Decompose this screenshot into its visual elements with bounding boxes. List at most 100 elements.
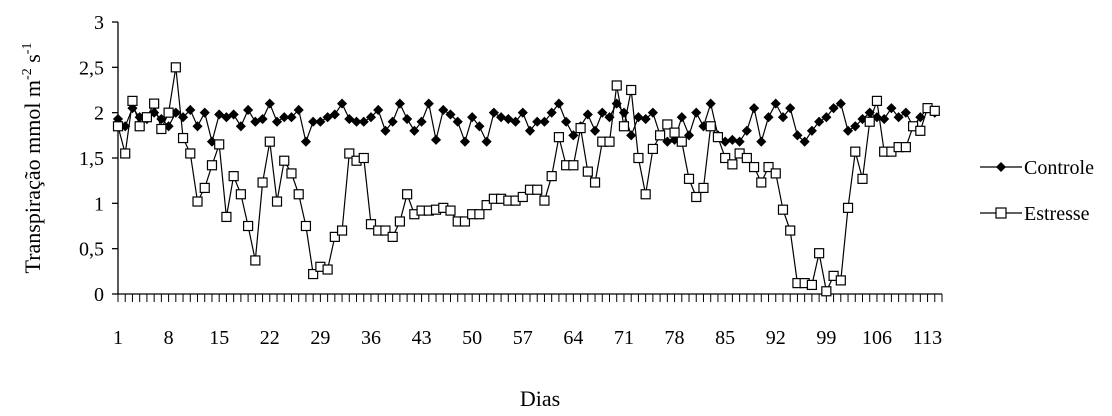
x-tick-label: 113	[913, 327, 942, 349]
data-point-controle	[481, 136, 492, 147]
data-point-controle	[633, 112, 644, 123]
data-point-estresse	[604, 136, 615, 147]
data-point-estresse	[806, 279, 817, 291]
data-point-estresse	[655, 130, 666, 141]
data-point-controle	[467, 112, 478, 123]
data-point-controle	[741, 125, 752, 136]
data-point-controle	[409, 125, 420, 136]
data-point-controle	[524, 125, 536, 136]
data-point-estresse	[575, 122, 586, 134]
data-point-estresse	[618, 121, 630, 132]
data-point-estresse	[871, 95, 883, 106]
data-point-estresse	[474, 209, 485, 220]
series-line-estresse	[117, 67, 936, 294]
data-point-controle	[293, 104, 304, 116]
data-point-controle	[503, 113, 514, 125]
data-point-estresse	[929, 105, 940, 116]
data-point-controle	[315, 116, 326, 127]
plot-area: 0 0,5 1 1,5 2 2,5 3 1 8 15 22 29 36 43 50 57 64 71 78 85 92 9…	[79, 12, 943, 349]
data-point-estresse	[141, 112, 153, 123]
x-tick-label: 29	[310, 327, 330, 349]
data-point-estresse	[177, 132, 189, 144]
data-point-estresse	[915, 125, 926, 136]
data-point-controle	[850, 121, 861, 132]
x-tick-label: 8	[164, 327, 174, 349]
data-point-controle	[243, 104, 254, 116]
x-tick-label: 71	[614, 327, 634, 349]
data-point-controle	[799, 136, 810, 147]
data-point-controle	[785, 103, 796, 114]
data-point-controle	[351, 116, 362, 127]
data-point-estresse	[669, 127, 680, 138]
data-point-estresse	[293, 189, 304, 200]
data-point-controle	[770, 98, 781, 109]
data-point-controle	[792, 130, 803, 141]
data-point-estresse	[300, 220, 312, 232]
data-point-estresse	[785, 225, 796, 236]
data-point-controle	[329, 109, 340, 120]
data-point-controle	[199, 107, 210, 118]
y-tick-label: 0,5	[79, 239, 104, 261]
x-tick-label: 15	[209, 327, 229, 349]
data-point-estresse	[387, 231, 398, 242]
data-point-estresse	[459, 216, 471, 227]
data-point-controle	[900, 107, 911, 118]
data-point-estresse	[163, 107, 174, 118]
data-point-controle	[806, 125, 817, 136]
data-point-estresse	[308, 268, 319, 280]
data-point-estresse	[532, 184, 543, 195]
data-point-estresse	[517, 191, 528, 203]
data-point-estresse	[727, 159, 738, 170]
data-point-estresse	[770, 168, 781, 179]
data-point-controle	[705, 98, 716, 109]
data-point-estresse	[279, 155, 290, 166]
y-tick-label: 1	[94, 193, 104, 215]
x-tick-label: 36	[361, 327, 381, 349]
data-point-controle	[257, 113, 268, 125]
data-point-controle	[358, 116, 369, 127]
data-point-controle	[430, 134, 442, 145]
data-point-controle	[763, 112, 774, 123]
data-point-estresse	[864, 116, 875, 127]
data-point-controle	[221, 112, 232, 123]
data-point-controle	[879, 113, 890, 125]
data-point-estresse	[402, 189, 413, 200]
x-axis-title: Dias	[520, 386, 560, 411]
data-point-estresse	[553, 132, 565, 143]
data-point-controle	[886, 103, 897, 114]
data-point-estresse	[539, 195, 550, 206]
data-point-controle	[387, 116, 398, 127]
data-point-controle	[192, 121, 203, 132]
data-point-estresse	[626, 84, 637, 96]
data-point-controle	[416, 116, 427, 127]
data-point-estresse	[156, 123, 167, 135]
data-point-controle	[734, 136, 745, 147]
data-point-estresse	[271, 196, 283, 207]
data-point-estresse	[821, 286, 832, 297]
data-point-controle	[228, 109, 239, 120]
data-point-estresse	[683, 173, 695, 184]
data-point-controle	[286, 112, 297, 123]
x-tick-label: 78	[665, 327, 685, 349]
y-tick-label: 1,5	[79, 148, 104, 170]
x-tick-label: 85	[715, 327, 735, 349]
data-point-estresse	[691, 191, 702, 203]
x-tick-label: 106	[862, 327, 892, 349]
data-point-estresse	[712, 132, 724, 143]
data-point-controle	[264, 98, 275, 109]
data-point-estresse	[365, 219, 377, 230]
data-point-controle	[532, 116, 543, 127]
data-point-controle	[214, 109, 225, 120]
legend-marker-estresse	[995, 207, 1007, 219]
data-point-controle	[676, 112, 687, 123]
data-point-controle	[380, 125, 391, 136]
data-point-controle	[474, 121, 485, 132]
data-point-estresse	[344, 148, 355, 159]
data-point-controle	[727, 134, 738, 145]
data-point-controle	[835, 98, 846, 109]
data-point-estresse	[777, 204, 789, 215]
svg-text:Transpiração mmol m-2 s-1: Transpiração mmol m-2 s-1	[20, 43, 45, 274]
legend: Controle Estresse	[980, 157, 1094, 225]
y-tick-label: 2	[94, 103, 104, 125]
